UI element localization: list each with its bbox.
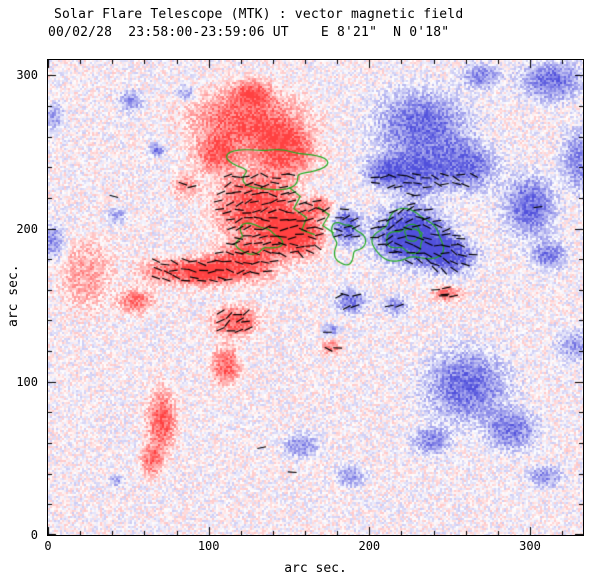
- chart-subtitle: 00/02/28 23:58:00-23:59:06 UT E 8'21" N …: [48, 25, 450, 40]
- y-tick-label: 100: [16, 374, 38, 389]
- x-axis-label: arc sec.: [284, 561, 347, 576]
- magnetogram-canvas: [48, 60, 583, 535]
- plot-area: [47, 59, 584, 536]
- x-tick-label: 0: [44, 539, 52, 553]
- y-tick-label: 0: [30, 528, 38, 542]
- x-tick-label: 200: [358, 539, 381, 553]
- y-tick-labels: 0 100 200 300: [0, 60, 43, 542]
- y-tick-label: 200: [16, 221, 38, 236]
- x-tick-label: 300: [519, 539, 541, 553]
- x-tick-label: 100: [197, 539, 220, 553]
- chart-title: Solar Flare Telescope (MTK) : vector mag…: [54, 7, 464, 22]
- y-tick-label: 300: [16, 68, 38, 83]
- x-tick-labels: 0 100 200 300: [44, 539, 583, 555]
